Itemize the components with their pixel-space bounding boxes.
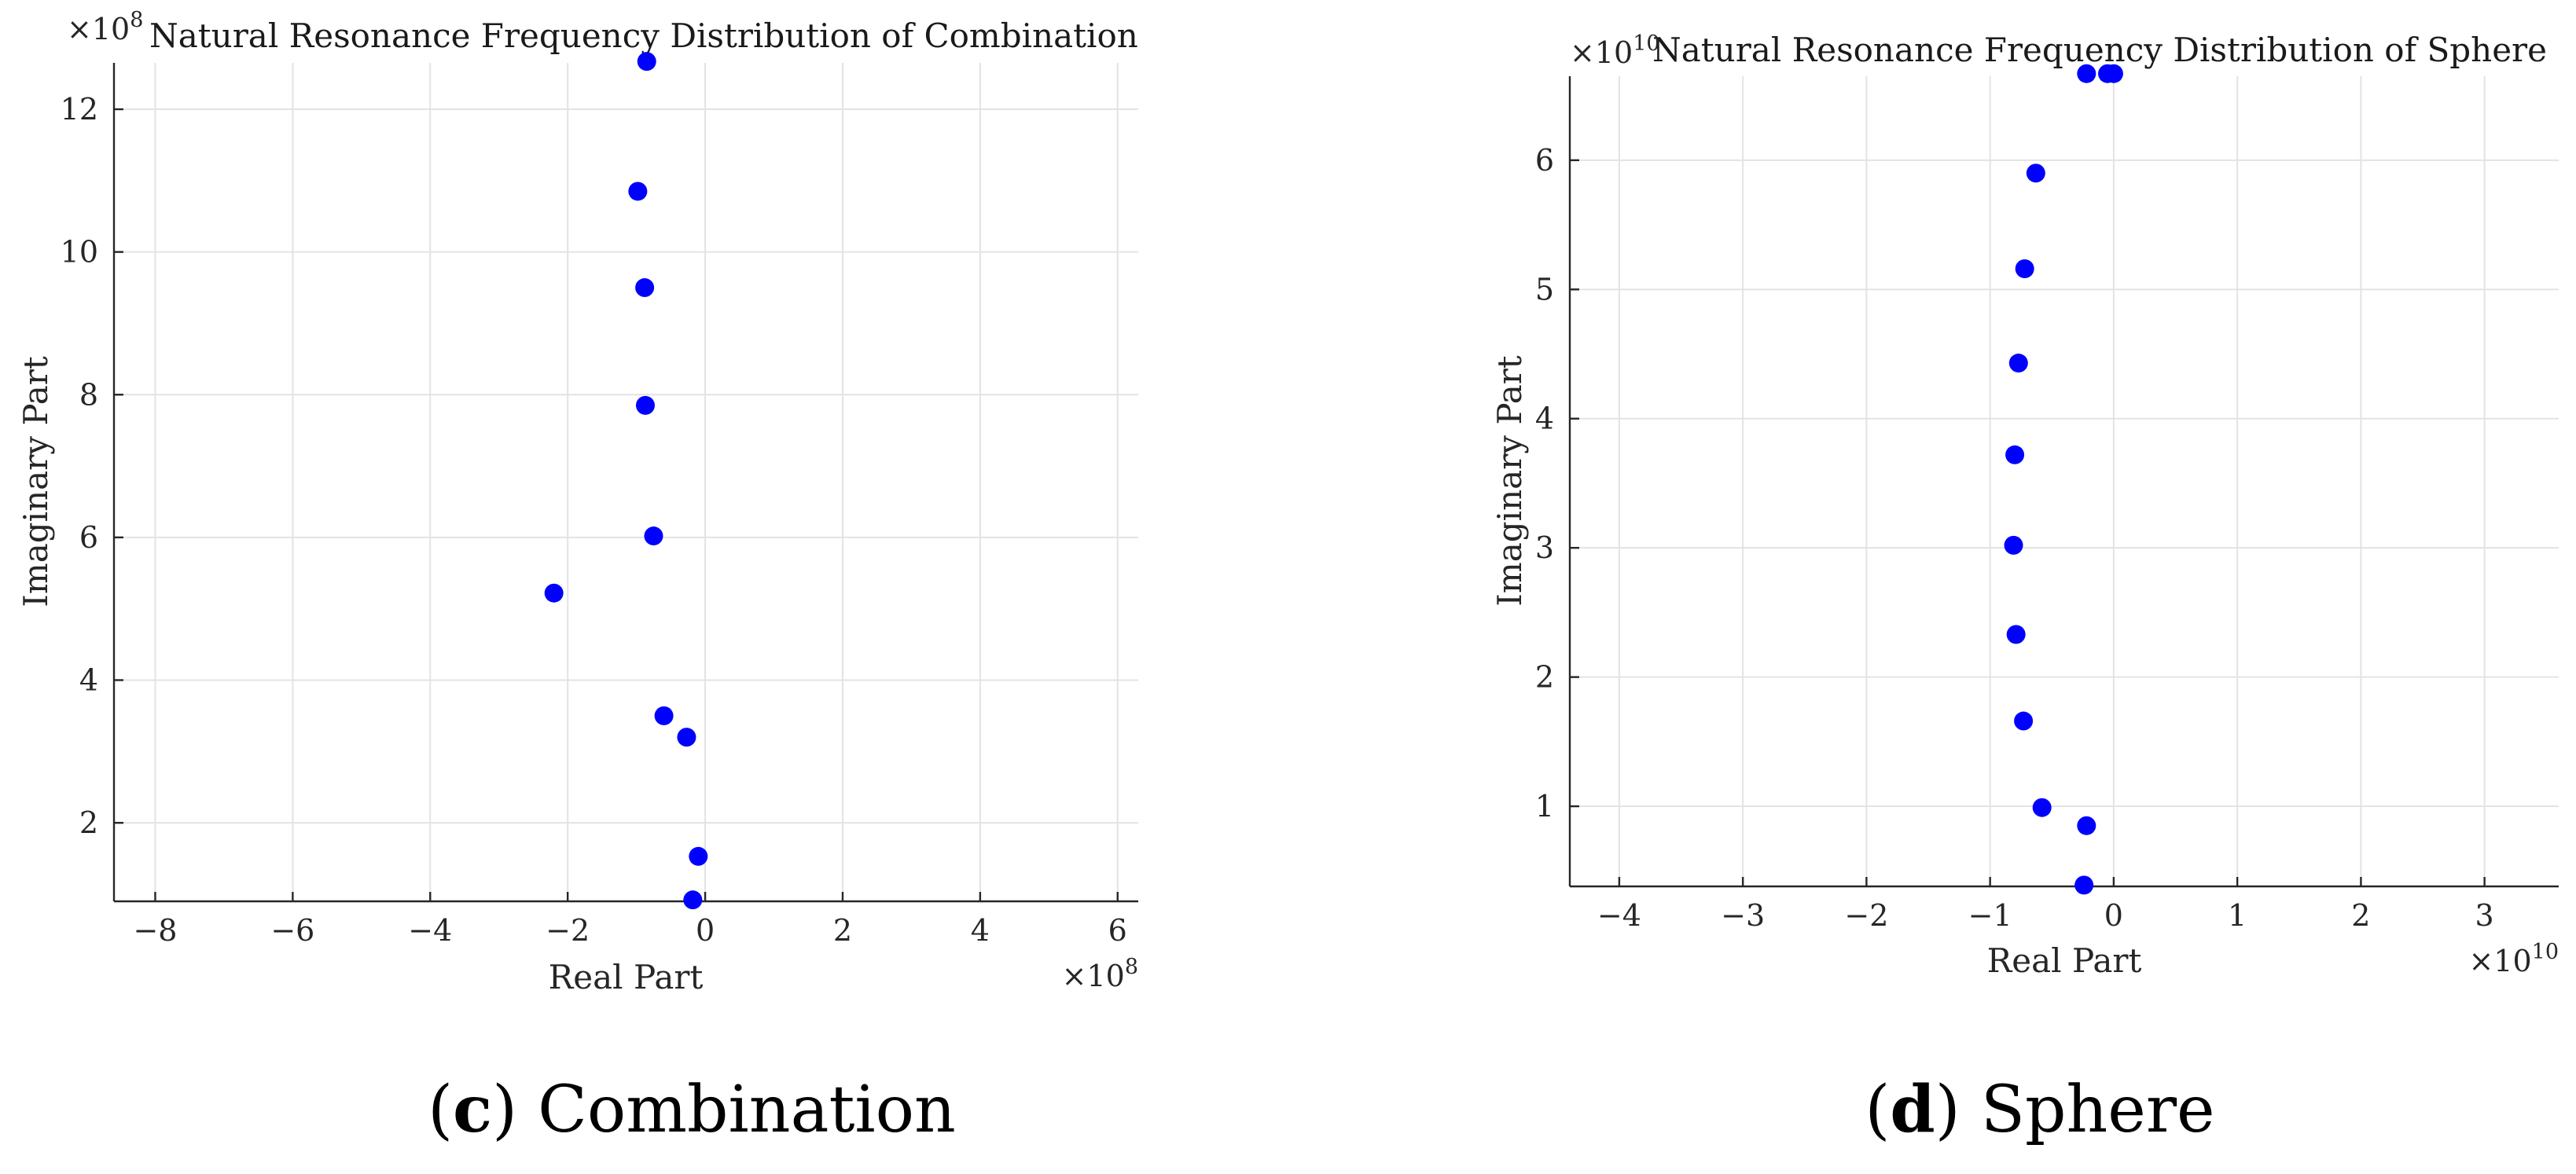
- chart-title: Natural Resonance Frequency Distribution…: [1652, 31, 2547, 69]
- data-point: [2026, 163, 2045, 183]
- y-tick-label: 12: [61, 92, 98, 127]
- y-axis-label: Imaginary Part: [17, 356, 55, 607]
- y-tick-label: 2: [1535, 660, 1554, 695]
- y-exponent-label: ×108: [67, 8, 143, 46]
- y-tick-label: 2: [79, 805, 98, 840]
- y-tick-label: 4: [1535, 402, 1554, 436]
- data-point: [544, 583, 564, 603]
- x-tick-label: −2: [546, 913, 590, 948]
- y-tick-label: 5: [1535, 272, 1554, 306]
- caption-paren-close: ): [492, 1073, 538, 1147]
- chart-combination: −8 −6 −4 −2 0 2 4 6 2 4 6 8 10 12 Natural Resonance Fr…: [17, 8, 1138, 996]
- data-point: [2077, 816, 2096, 835]
- y-exponent-label: ×1010: [1570, 31, 1660, 70]
- x-tick-label: −6: [270, 913, 314, 948]
- y-tick-label: 1: [1535, 789, 1554, 824]
- data-point: [2008, 354, 2028, 373]
- data-point: [2032, 798, 2052, 817]
- data-point: [2015, 259, 2034, 279]
- x-tick-label: 4: [971, 913, 990, 948]
- x-tick-label: 2: [2351, 898, 2370, 933]
- x-tick-label: −2: [1844, 898, 1888, 933]
- y-axis-label: Imaginary Part: [1490, 355, 1529, 607]
- x-axis-label: Real Part: [1987, 941, 2142, 980]
- x-tick-label: 3: [2475, 898, 2494, 933]
- caption-letter: d: [1890, 1072, 1935, 1147]
- x-exponent-power: 8: [1125, 955, 1138, 979]
- x-tick-label: 6: [1108, 913, 1127, 948]
- data-point: [644, 526, 663, 546]
- y-tick-label: 3: [1535, 530, 1554, 565]
- y-tick-label: 10: [61, 235, 98, 270]
- y-exponent-base: ×10: [67, 12, 130, 46]
- caption-paren-open: (: [428, 1073, 453, 1147]
- caption-paren-open: (: [1865, 1073, 1890, 1147]
- x-tick-label: −1: [1968, 898, 2012, 933]
- x-tick-label: 0: [2104, 898, 2123, 933]
- data-point: [2014, 711, 2034, 731]
- data-point: [635, 395, 655, 415]
- data-point: [2104, 64, 2123, 83]
- data-point: [637, 52, 656, 72]
- x-exponent-label: ×1010: [2468, 940, 2559, 978]
- y-tick-label: 8: [79, 377, 98, 412]
- x-exponent-base: ×10: [1062, 959, 1125, 993]
- y-tick-label: 6: [79, 520, 98, 555]
- data-point: [2005, 445, 2025, 464]
- data-point: [635, 278, 655, 298]
- data-point: [654, 706, 674, 725]
- caption-text: Combination: [538, 1073, 956, 1147]
- y-exponent-power: 10: [1633, 31, 1659, 56]
- data-point: [2004, 535, 2023, 555]
- x-tick-label: 1: [2228, 898, 2247, 933]
- x-tick-label: −4: [1597, 898, 1641, 933]
- chart-title: Natural Resonance Frequency Distribution…: [149, 17, 1138, 55]
- y-tick-label: 6: [1535, 143, 1554, 178]
- x-tick-label: 2: [833, 913, 852, 948]
- data-point: [2006, 625, 2026, 644]
- data-point: [2074, 875, 2094, 895]
- caption-combination: (c) Combination: [428, 1072, 956, 1147]
- x-axis-label: Real Part: [549, 958, 704, 996]
- x-tick-label: 0: [696, 913, 715, 948]
- x-tick-label: −3: [1721, 898, 1765, 933]
- x-exponent-power: 10: [2532, 940, 2559, 964]
- data-point: [689, 846, 708, 866]
- caption-sphere: (d) Sphere: [1865, 1072, 2214, 1147]
- y-tick-label: 4: [79, 662, 98, 697]
- data-point: [683, 890, 703, 910]
- data-point: [628, 182, 648, 201]
- data-point: [2077, 64, 2096, 83]
- x-tick-label: −8: [133, 913, 177, 948]
- caption-paren-close: ): [1935, 1073, 1981, 1147]
- caption-text: Sphere: [1981, 1073, 2215, 1147]
- x-exponent-label: ×108: [1062, 955, 1138, 993]
- caption-letter: c: [453, 1072, 492, 1147]
- x-tick-label: −4: [408, 913, 452, 948]
- y-exponent-power: 8: [130, 8, 143, 32]
- data-point: [677, 728, 696, 747]
- y-exponent-base: ×10: [1570, 35, 1633, 70]
- x-exponent-base: ×10: [2468, 944, 2531, 978]
- chart-sphere: −4 −3 −2 −1 0 1 2 3 1 2 3 4 5 6 Natural Resonance Freq…: [1490, 31, 2559, 980]
